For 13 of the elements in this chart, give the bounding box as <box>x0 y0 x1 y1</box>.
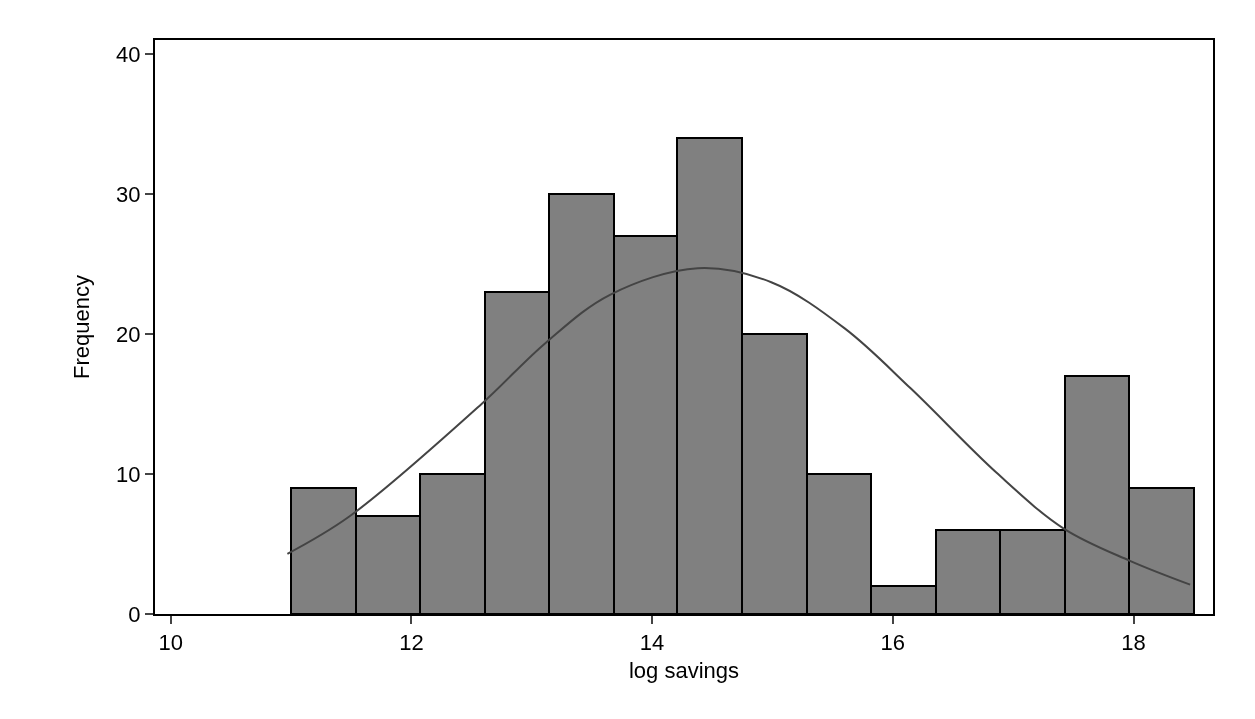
x-tick-label: 14 <box>639 630 665 656</box>
line-series <box>286 267 1192 586</box>
y-tick-label: 20 <box>116 321 141 347</box>
y-tick-label: 40 <box>116 41 141 67</box>
y-axis-title: Frequency <box>69 275 95 379</box>
x-tick-label: 18 <box>1121 630 1146 656</box>
x-tick-label: 16 <box>880 630 906 656</box>
x-tick-label: 12 <box>399 630 424 656</box>
y-tick-label: 10 <box>116 461 141 487</box>
y-tick-label: 30 <box>116 181 141 207</box>
x-axis-title: log savings <box>628 657 740 683</box>
x-tick-label: 10 <box>158 630 183 656</box>
y-tick-label: 0 <box>128 601 141 627</box>
